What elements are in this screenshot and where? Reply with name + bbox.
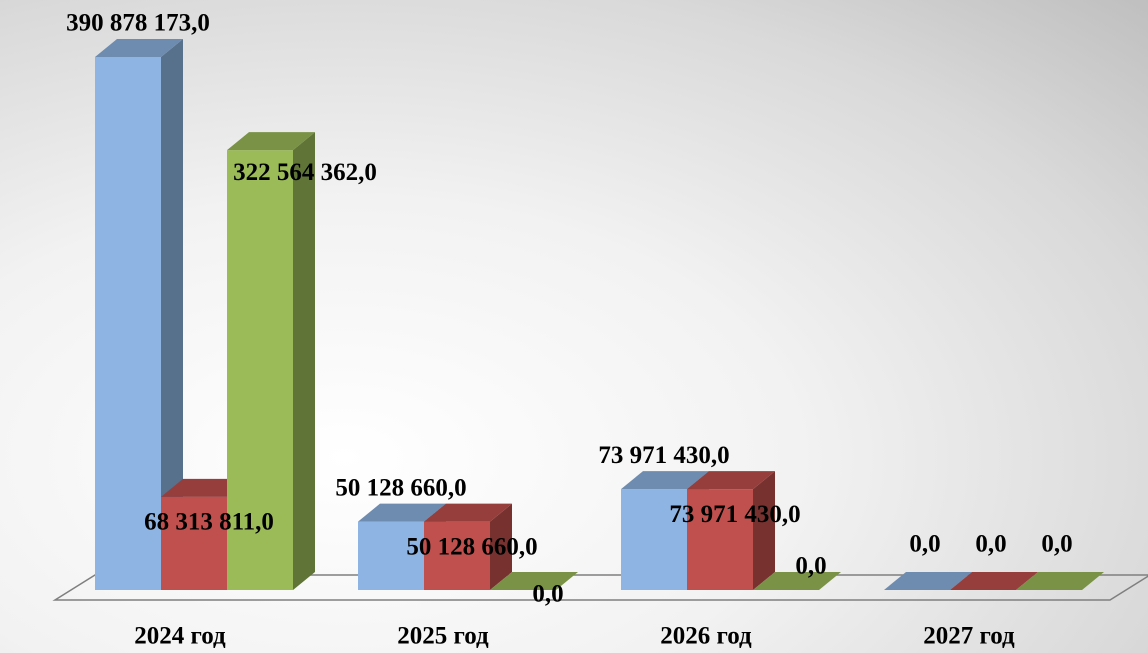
bar xyxy=(424,521,490,590)
bar xyxy=(621,489,687,590)
floor xyxy=(52,574,1148,601)
bar-top xyxy=(753,572,841,590)
bar-top xyxy=(621,471,709,490)
bar-top xyxy=(95,39,183,57)
bar-top xyxy=(490,572,578,590)
bar-top xyxy=(687,471,775,490)
bar xyxy=(687,489,753,590)
x-tick-label: 2024 год xyxy=(134,623,226,650)
value-label: 322 564 362,0 xyxy=(233,159,377,186)
bar-top xyxy=(424,503,512,522)
bar xyxy=(358,521,424,590)
x-tick-label: 2025 год xyxy=(397,623,489,650)
value-label: 73 971 430,0 xyxy=(669,501,800,528)
bar-top xyxy=(358,503,446,522)
value-label: 0,0 xyxy=(909,531,940,558)
value-label: 68 313 811,0 xyxy=(144,509,274,536)
value-label: 0,0 xyxy=(795,553,826,580)
bar-side xyxy=(753,471,775,590)
bar-top xyxy=(1016,572,1104,590)
bar-top xyxy=(950,572,1038,590)
value-label: 50 128 660,0 xyxy=(406,533,537,560)
bar-top xyxy=(884,572,972,590)
bar xyxy=(227,150,293,590)
value-label: 390 878 173,0 xyxy=(66,10,210,37)
bar-top xyxy=(227,132,315,151)
x-tick-label: 2027 год xyxy=(923,623,1015,650)
x-tick-label: 2026 год xyxy=(660,623,752,650)
value-label: 73 971 430,0 xyxy=(598,442,729,469)
value-label: 0,0 xyxy=(532,581,563,608)
bar xyxy=(95,57,161,590)
bar-side xyxy=(490,503,512,590)
value-label: 0,0 xyxy=(1041,531,1072,558)
bar-side xyxy=(161,39,183,590)
bar xyxy=(161,496,227,590)
value-label: 50 128 660,0 xyxy=(335,474,466,501)
value-label: 0,0 xyxy=(975,531,1006,558)
bar-side xyxy=(293,132,315,590)
